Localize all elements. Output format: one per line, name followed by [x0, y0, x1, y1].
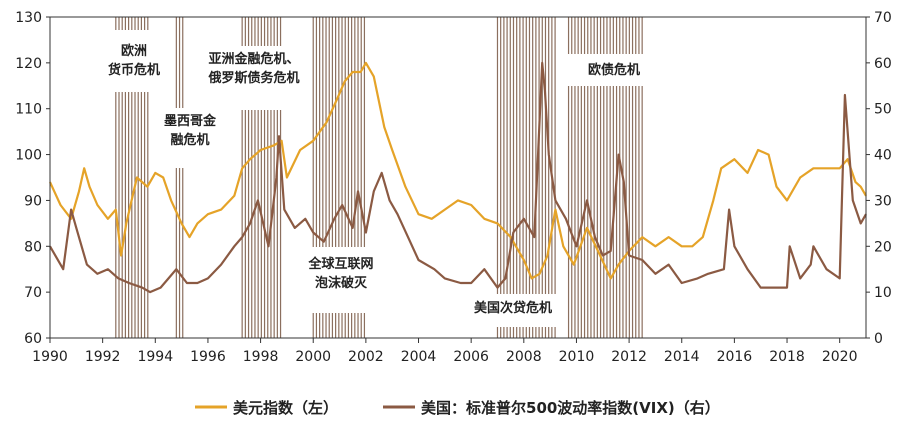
axes: 1990 1992 1994 1996 1998 2000 2002 2004 2006 2008…	[15, 10, 892, 365]
y-right-tick-label: 10	[874, 285, 892, 301]
y-right-tick-label: 60	[874, 56, 892, 72]
x-tick-label: 1998	[243, 349, 279, 365]
crisis-bands	[115, 17, 643, 338]
y-left-tick-label: 70	[24, 285, 42, 301]
crisis-band	[312, 17, 366, 338]
y-right-tick-label: 0	[874, 331, 883, 347]
crisis-band	[175, 17, 184, 338]
crisis-label: 欧债危机	[588, 62, 640, 78]
series-lines	[49, 61, 867, 294]
y-left-tick-label: 110	[15, 102, 42, 118]
crisis-label: 全球互联网	[307, 256, 373, 272]
y-left-tick-label: 120	[15, 56, 42, 72]
crisis-band	[567, 17, 643, 338]
y-left-tick-label: 80	[24, 239, 42, 255]
x-tick-label: 1992	[85, 349, 121, 365]
x-tick-label: 1994	[137, 349, 173, 365]
crisis-label: 泡沫破灭	[315, 275, 368, 291]
x-tick-label: 2012	[611, 349, 647, 365]
legend-label: 美元指数（左）	[233, 399, 338, 417]
y-right-tick-label: 70	[874, 10, 892, 26]
vix-line	[49, 61, 867, 294]
y-left-tick-label: 60	[24, 331, 42, 347]
x-tick-label: 2008	[506, 349, 542, 365]
crisis-band	[115, 17, 149, 338]
y-right-tick-label: 50	[874, 102, 892, 118]
y-right-tick-label: 30	[874, 193, 892, 209]
x-tick-label: 2002	[348, 349, 384, 365]
y-left-tick-label: 100	[15, 148, 42, 164]
x-tick-label: 1996	[190, 349, 226, 365]
crisis-label: 亚洲金融危机、	[208, 51, 299, 67]
crisis-label: 美国次贷危机	[474, 300, 552, 316]
y-left-tick-label: 130	[15, 10, 42, 26]
crisis-band	[496, 17, 556, 338]
y-left-tick-label: 90	[24, 193, 42, 209]
legend: 美元指数（左） 美国：标准普尔500波动率指数(VIX)（右）	[195, 399, 720, 417]
x-tick-label: 2000	[295, 349, 331, 365]
x-tick-label: 2018	[769, 349, 805, 365]
dollar-index-line	[49, 61, 867, 280]
x-tick-label: 2010	[559, 349, 595, 365]
x-tick-label: 2020	[822, 349, 858, 365]
crisis-label: 融危机	[170, 132, 209, 148]
crisis-label: 货币危机	[108, 62, 160, 78]
x-tick-label: 2006	[453, 349, 489, 365]
y-right-tick-label: 20	[874, 239, 892, 255]
y-right-tick-label: 40	[874, 148, 892, 164]
x-tick-label: 2016	[717, 349, 753, 365]
legend-label: 美国：标准普尔500波动率指数(VIX)（右）	[421, 399, 720, 417]
x-tick-label: 1990	[32, 349, 68, 365]
crisis-label: 欧洲	[121, 43, 147, 59]
crisis-label: 俄罗斯债务危机	[207, 70, 299, 86]
x-tick-label: 2004	[401, 349, 437, 365]
plot-frame	[49, 16, 867, 339]
crisis-label: 墨西哥金	[164, 113, 217, 129]
x-tick-label: 2014	[664, 349, 700, 365]
